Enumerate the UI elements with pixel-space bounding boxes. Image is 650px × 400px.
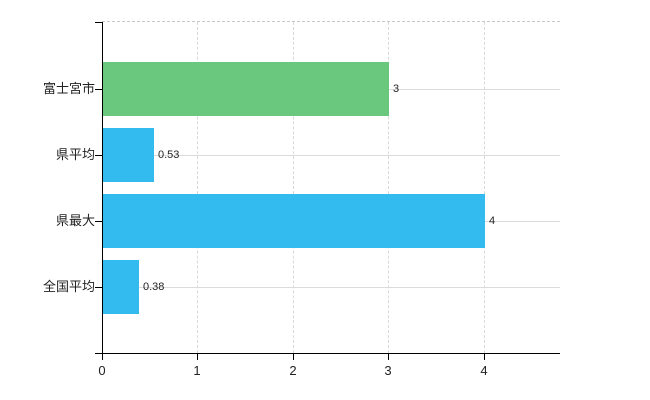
bar-3 — [103, 260, 139, 314]
category-label: 富士宮市 — [42, 81, 95, 96]
bar-0 — [103, 62, 389, 116]
x-tick-label: 3 — [384, 363, 392, 378]
x-gridline — [484, 22, 485, 353]
x-tick-label: 1 — [193, 363, 201, 378]
bar-value-label: 0.38 — [143, 281, 165, 293]
x-tick-label: 4 — [480, 363, 488, 378]
x-axis-tick — [484, 353, 485, 360]
y-axis-tick — [95, 287, 102, 288]
y-axis-tick — [95, 155, 102, 156]
category-gridline — [102, 287, 560, 288]
x-axis-tick — [102, 353, 103, 360]
x-tick-label: 2 — [289, 363, 297, 378]
x-axis-tick — [197, 353, 198, 360]
category-label: 県平均 — [55, 147, 95, 162]
x-gridline — [197, 22, 198, 353]
bar-2 — [103, 194, 485, 248]
bar-1 — [103, 128, 154, 182]
x-gridline — [388, 22, 389, 353]
plot-top-border — [102, 21, 560, 22]
category-label: 県最大 — [55, 213, 95, 228]
x-axis-tick — [388, 353, 389, 360]
y-axis-tick — [95, 89, 102, 90]
category-label: 全国平均 — [42, 279, 95, 294]
x-axis-tick — [293, 353, 294, 360]
bar-value-label: 4 — [489, 215, 496, 227]
y-axis-tick — [95, 221, 102, 222]
x-tick-label: 0 — [98, 363, 106, 378]
x-gridline — [293, 22, 294, 353]
y-axis-top-tick — [95, 22, 102, 23]
y-axis-line — [102, 22, 103, 353]
category-gridline — [102, 155, 560, 156]
bar-value-label: 3 — [393, 83, 400, 95]
bar-value-label: 0.53 — [158, 149, 180, 161]
x-axis-line — [95, 353, 560, 354]
